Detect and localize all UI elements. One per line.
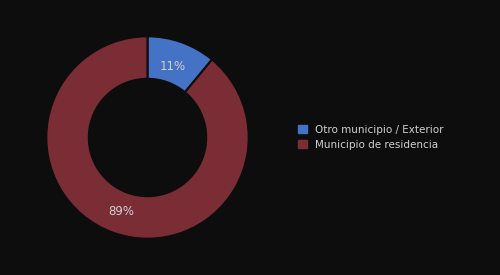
Text: 11%: 11% (160, 60, 186, 73)
Wedge shape (46, 36, 248, 239)
Wedge shape (148, 36, 212, 92)
Legend: Otro municipio / Exterior, Municipio de residencia: Otro municipio / Exterior, Municipio de … (295, 122, 446, 153)
Text: 89%: 89% (108, 205, 134, 218)
